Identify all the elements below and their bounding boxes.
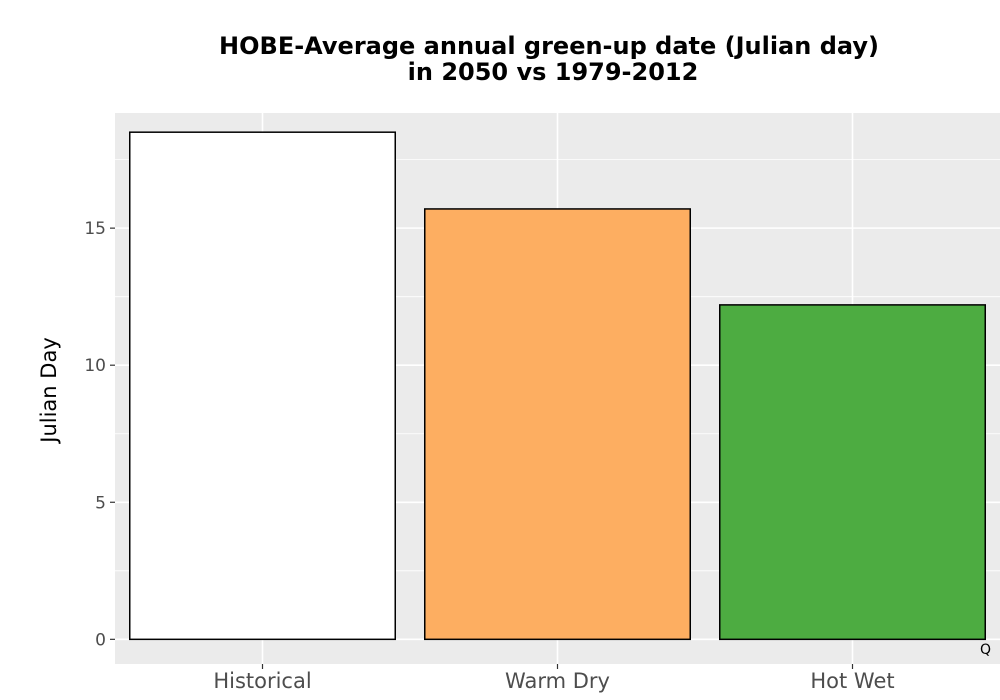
bars — [129, 131, 986, 641]
bar — [129, 131, 396, 641]
x-axis: Historical Warm Dry Hot Wet — [213, 664, 895, 693]
corner-mark: Q — [980, 642, 991, 658]
y-tick-label: 10 — [84, 356, 106, 376]
x-tick-label: Hot Wet — [810, 669, 894, 693]
y-axis: 0 5 10 15 — [84, 219, 115, 650]
x-tick-label: Warm Dry — [505, 669, 610, 693]
bar — [719, 304, 986, 641]
x-tick-label: Historical — [213, 669, 311, 693]
y-tick-label: 0 — [95, 630, 106, 650]
chart-title-line-1: HOBE-Average annual green-up date (Julia… — [219, 32, 879, 60]
chart-title-line-2: in 2050 vs 1979-2012 — [408, 58, 699, 86]
y-axis-title: Julian Day — [37, 337, 61, 445]
bar — [424, 208, 691, 641]
y-tick-label: 5 — [95, 493, 106, 513]
y-tick-label: 15 — [84, 219, 106, 239]
